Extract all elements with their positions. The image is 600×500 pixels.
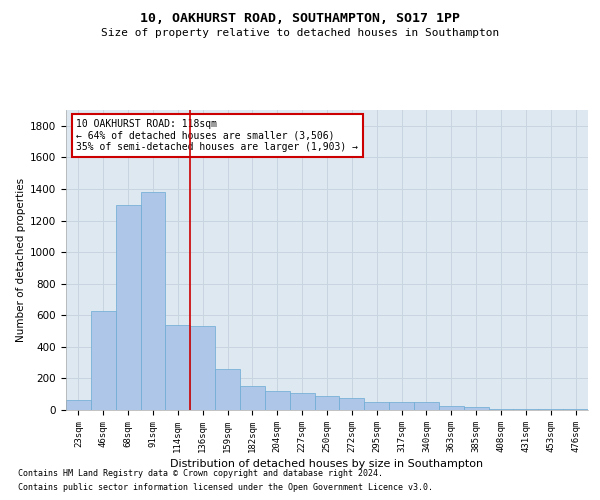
Bar: [240, 386, 265, 410]
Bar: [414, 402, 439, 410]
Bar: [91, 310, 116, 410]
Bar: [265, 391, 290, 410]
Bar: [166, 324, 190, 410]
Bar: [464, 407, 488, 410]
Text: Contains HM Land Registry data © Crown copyright and database right 2024.: Contains HM Land Registry data © Crown c…: [18, 468, 383, 477]
Bar: [116, 204, 140, 410]
Bar: [340, 398, 364, 410]
Text: Size of property relative to detached houses in Southampton: Size of property relative to detached ho…: [101, 28, 499, 38]
Bar: [140, 192, 166, 410]
Text: 10, OAKHURST ROAD, SOUTHAMPTON, SO17 1PP: 10, OAKHURST ROAD, SOUTHAMPTON, SO17 1PP: [140, 12, 460, 26]
Bar: [215, 369, 240, 410]
Bar: [488, 409, 514, 410]
Bar: [538, 409, 563, 410]
Text: Contains public sector information licensed under the Open Government Licence v3: Contains public sector information licen…: [18, 484, 433, 492]
Bar: [290, 392, 314, 410]
Bar: [439, 406, 464, 410]
Bar: [364, 402, 389, 410]
Text: 10 OAKHURST ROAD: 118sqm
← 64% of detached houses are smaller (3,506)
35% of sem: 10 OAKHURST ROAD: 118sqm ← 64% of detach…: [76, 119, 358, 152]
Bar: [190, 326, 215, 410]
Bar: [66, 400, 91, 410]
Bar: [314, 396, 340, 410]
Y-axis label: Number of detached properties: Number of detached properties: [16, 178, 26, 342]
Bar: [389, 402, 414, 410]
Bar: [514, 409, 538, 410]
X-axis label: Distribution of detached houses by size in Southampton: Distribution of detached houses by size …: [170, 459, 484, 469]
Bar: [563, 409, 588, 410]
